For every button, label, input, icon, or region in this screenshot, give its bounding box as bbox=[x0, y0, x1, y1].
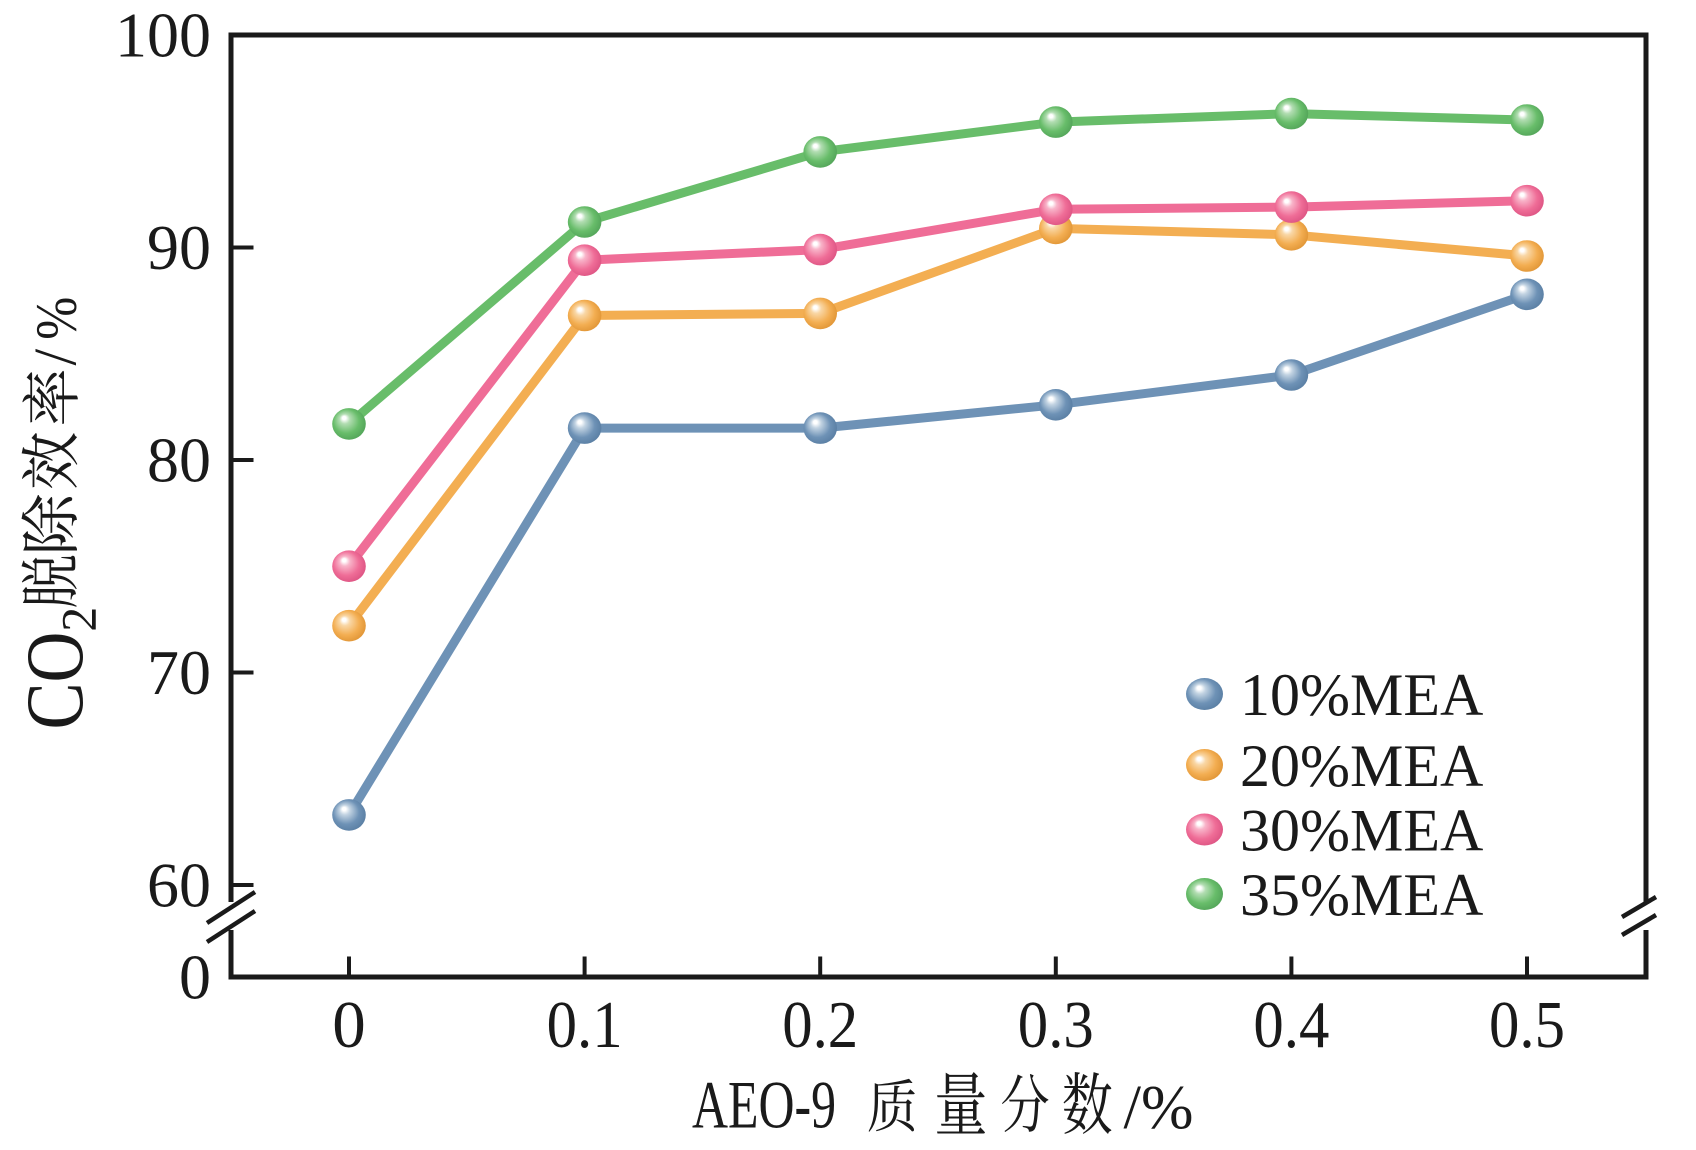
svg-text:%: % bbox=[24, 297, 89, 340]
svg-text:0.3: 0.3 bbox=[1018, 988, 1094, 1062]
svg-text:60: 60 bbox=[147, 850, 211, 921]
svg-text:CO: CO bbox=[9, 632, 100, 730]
svg-text:0.1: 0.1 bbox=[547, 988, 623, 1062]
svg-text:0: 0 bbox=[179, 942, 211, 1013]
svg-text:0.4: 0.4 bbox=[1253, 988, 1329, 1062]
svg-text:30%MEA: 30%MEA bbox=[1240, 798, 1483, 864]
svg-text:0: 0 bbox=[332, 988, 366, 1062]
svg-text:70: 70 bbox=[147, 637, 211, 708]
svg-text:0.2: 0.2 bbox=[782, 988, 858, 1062]
svg-text:0.5: 0.5 bbox=[1489, 988, 1565, 1062]
svg-text:/: / bbox=[23, 349, 89, 366]
svg-text:20%MEA: 20%MEA bbox=[1240, 733, 1483, 799]
svg-text:2: 2 bbox=[51, 607, 107, 632]
svg-text:AEO-9: AEO-9 bbox=[692, 1067, 836, 1143]
svg-text:/%: /% bbox=[1124, 1074, 1194, 1142]
svg-text:80: 80 bbox=[147, 425, 211, 496]
svg-text:10%MEA: 10%MEA bbox=[1240, 662, 1483, 728]
svg-text:90: 90 bbox=[147, 212, 211, 283]
svg-text:100: 100 bbox=[115, 0, 211, 71]
svg-text:35%MEA: 35%MEA bbox=[1240, 862, 1483, 928]
